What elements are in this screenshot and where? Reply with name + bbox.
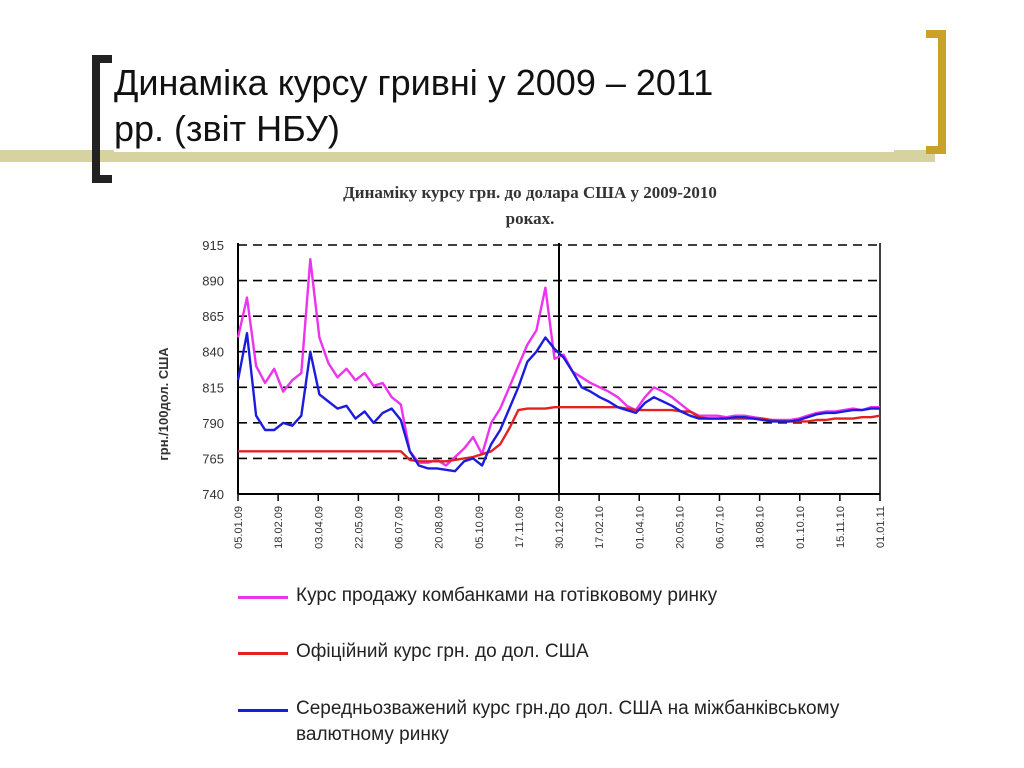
x-tick-label: 20.08.09 (434, 506, 446, 549)
x-tick-label: 05.01.09 (233, 506, 245, 549)
x-tick-label: 06.07.09 (394, 506, 406, 549)
chart-title: Динаміку курсу грн. до долара США у 2009… (170, 180, 890, 232)
slide-title-line2: рр. (звіт НБУ) (114, 108, 340, 149)
x-tick-label: 05.10.09 (474, 506, 486, 549)
legend-swatch-official-rate (238, 652, 288, 655)
x-tick-label: 18.02.09 (273, 506, 285, 549)
x-tick-label: 18.08.10 (755, 506, 767, 549)
y-tick-label: 815 (202, 380, 224, 395)
x-tick-label: 01.01.11 (875, 506, 887, 548)
legend-swatch-cash-market (238, 596, 288, 599)
x-tick-label: 01.10.10 (795, 506, 807, 549)
left-bracket-ornament (92, 55, 112, 183)
x-tick-label: 17.11.09 (514, 506, 526, 548)
legend-label-official-rate: Офіційний курс грн. до дол. США (296, 641, 589, 662)
y-tick-label: 890 (202, 274, 224, 289)
legend-label-interbank-rate: Середньозважений курс грн.до дол. США на… (296, 698, 840, 745)
x-tick-label: 06.07.10 (715, 506, 727, 549)
y-tick-label: 915 (202, 238, 224, 253)
slide-title-line1: Динаміка курсу гривні у 2009 – 2011 (114, 62, 714, 103)
x-tick-label: 15.11.10 (835, 506, 847, 548)
y-tick-label: 865 (202, 309, 224, 324)
y-tick-label: 740 (202, 487, 224, 502)
y-tick-label: 840 (202, 345, 224, 360)
slide-title: Динаміка курсу гривні у 2009 – 2011 рр. … (114, 60, 894, 152)
chart-title-line2: роках. (505, 209, 555, 228)
right-bracket-ornament (926, 30, 946, 154)
y-tick-label: 765 (202, 451, 224, 466)
y-tick-label: 790 (202, 416, 224, 431)
x-tick-label: 03.04.09 (313, 506, 325, 549)
x-tick-label: 01.04.10 (634, 506, 646, 549)
x-tick-label: 20.05.10 (674, 506, 686, 549)
series-line-interbank-rate (236, 332, 880, 473)
x-tick-label: 30.12.09 (554, 506, 566, 549)
x-tick-label: 17.02.10 (594, 506, 606, 549)
x-tick-label: 22.05.09 (353, 506, 365, 549)
decorative-rule (0, 150, 935, 162)
legend-label-cash-market: Курс продажу комбанками на готівковому р… (296, 585, 718, 606)
legend-swatch-interbank-rate (238, 709, 288, 712)
y-axis-label: грн./100дол. США (156, 347, 171, 461)
chart-title-line1: Динаміку курсу грн. до долара США у 2009… (343, 183, 717, 202)
